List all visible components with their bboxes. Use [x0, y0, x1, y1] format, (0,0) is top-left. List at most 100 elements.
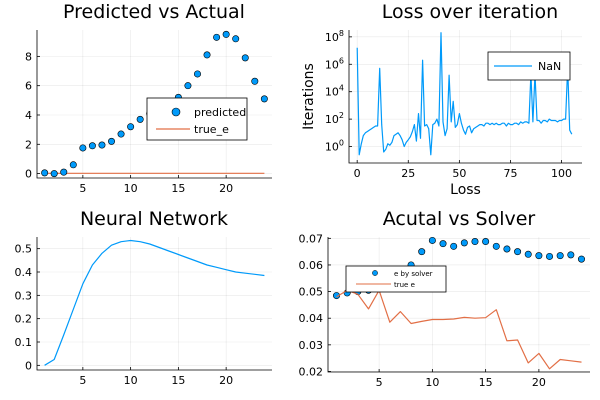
- data-point: [503, 245, 511, 253]
- x-tick-label: 5: [376, 376, 383, 389]
- x-tick-label: 0: [354, 167, 361, 180]
- legend-entry: predicted: [194, 106, 246, 119]
- legend-entry: true_e: [194, 123, 229, 136]
- x-tick-label: 5: [79, 182, 86, 195]
- data-point: [69, 161, 77, 169]
- data-point: [193, 70, 201, 78]
- legend-entry: e by solver: [394, 270, 433, 278]
- data-point: [260, 95, 268, 103]
- x-axis-label: Loss: [450, 182, 481, 198]
- data-point: [41, 169, 49, 177]
- subplot-4: 5 10 15 20 0.02 0.03 0.04 0.05 0.06 0.07 Acutal vs…: [299, 208, 590, 389]
- data-point: [439, 240, 447, 248]
- y-tick-label: 106: [325, 56, 344, 71]
- x-tick-label: 10: [124, 374, 138, 387]
- x-tick-label: 15: [171, 374, 185, 387]
- y-tick-label: 0.02: [299, 365, 324, 378]
- data-point: [546, 252, 554, 260]
- data-point: [418, 248, 426, 256]
- chart-title: Loss over iteration: [382, 1, 558, 23]
- legend: e by solver true e: [345, 265, 447, 293]
- y-tick-label: 0.4: [15, 266, 33, 279]
- legend-entry: NaN: [538, 60, 561, 73]
- axes-frame: [36, 237, 272, 371]
- x-tick-label: 10: [124, 182, 138, 195]
- axes-frame: [36, 30, 272, 179]
- y-tick-label: 104: [325, 84, 344, 99]
- subplot-1: 5 10 15 20 0 2 4 6 8 Predicted vs Actual predicted…: [25, 1, 272, 195]
- data-point: [492, 242, 500, 250]
- data-point: [428, 236, 436, 244]
- legend: predicted true_e: [146, 97, 248, 141]
- axes-frame: [348, 30, 582, 164]
- data-point: [251, 77, 259, 85]
- y-tick-label: 0.1: [15, 336, 33, 349]
- y-tick-label: 8: [25, 50, 32, 63]
- legend-marker: [171, 107, 181, 117]
- y-tick-label: 102: [325, 111, 344, 126]
- series-line: [356, 32, 573, 156]
- subplot-3: 5 10 15 20 0 0.1 0.2 0.3 0.4 0.5 Neural Network: [15, 208, 272, 387]
- data-point: [203, 51, 211, 59]
- data-point: [241, 54, 249, 62]
- y-tick-label: 0.5: [15, 243, 33, 256]
- chart-title: Predicted vs Actual: [63, 1, 245, 23]
- subplot-2: 0 25 50 75 100 100 102 104 106 108 Loss over itera…: [301, 1, 582, 198]
- chart-title: Neural Network: [80, 208, 228, 230]
- x-tick-label: 10: [425, 376, 439, 389]
- data-point: [567, 251, 575, 259]
- x-tick-label: 20: [219, 182, 233, 195]
- data-point: [88, 142, 96, 150]
- legend-entry: true e: [394, 281, 415, 289]
- y-tick-label: 0.07: [299, 232, 324, 245]
- data-point: [577, 255, 585, 263]
- data-point: [117, 130, 125, 138]
- legend-marker: [372, 270, 378, 276]
- axes-frame: [327, 237, 590, 373]
- x-tick-label: 50: [452, 167, 466, 180]
- y-tick-label: 0.04: [299, 312, 324, 325]
- data-point: [98, 141, 106, 149]
- y-tick-label: 0: [25, 168, 32, 181]
- data-point: [232, 35, 240, 43]
- x-tick-label: 5: [79, 374, 86, 387]
- y-tick-label: 0.2: [15, 313, 33, 326]
- x-tick-label: 15: [479, 376, 493, 389]
- series-line: [336, 289, 582, 370]
- y-tick-label: 0.06: [299, 259, 324, 272]
- legend-box: [146, 97, 248, 141]
- series-line: [44, 239, 265, 366]
- y-tick-label: 6: [25, 80, 32, 93]
- data-point: [524, 250, 532, 258]
- data-point: [514, 248, 522, 256]
- data-point: [184, 82, 192, 90]
- data-point: [79, 144, 87, 152]
- data-point: [108, 137, 116, 145]
- data-point: [60, 168, 68, 176]
- y-tick-label: 2: [25, 138, 32, 151]
- chart-title: Acutal vs Solver: [383, 208, 536, 230]
- data-point: [213, 33, 221, 41]
- y-tick-label: 0: [25, 359, 32, 372]
- data-point: [222, 30, 230, 38]
- y-axis-label: Iterations: [301, 63, 317, 130]
- legend: NaN: [487, 51, 571, 81]
- x-tick-label: 20: [532, 376, 546, 389]
- x-tick-label: 20: [219, 374, 233, 387]
- x-tick-label: 15: [171, 182, 185, 195]
- legend-box: [345, 265, 447, 293]
- y-tick-label: 4: [25, 109, 32, 122]
- x-tick-label: 75: [503, 167, 517, 180]
- data-point: [471, 238, 479, 246]
- y-tick-label: 0.3: [15, 289, 33, 302]
- data-point: [136, 115, 144, 123]
- y-tick-label: 0.03: [299, 339, 324, 352]
- data-point: [482, 238, 490, 246]
- data-point: [460, 239, 468, 247]
- data-point: [556, 252, 564, 260]
- data-point: [535, 252, 543, 260]
- data-point: [50, 170, 58, 178]
- x-tick-label: 100: [551, 167, 572, 180]
- x-tick-label: 25: [401, 167, 415, 180]
